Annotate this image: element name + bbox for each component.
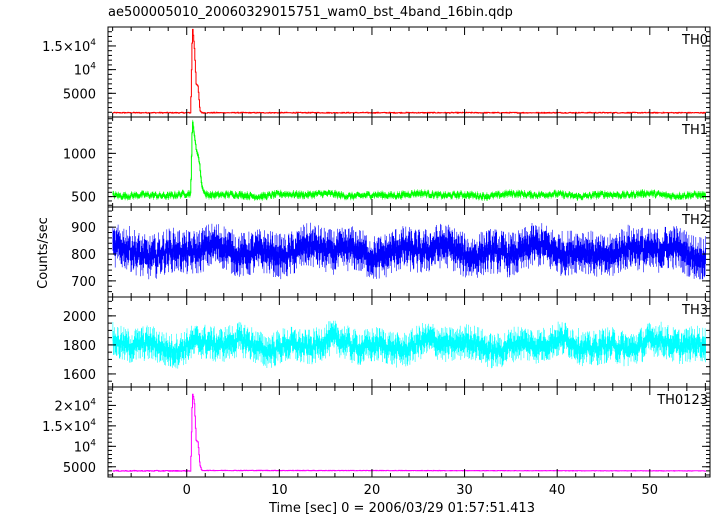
x-tick-label: 40 — [549, 483, 566, 498]
panel-frame-th0123 — [107, 386, 711, 478]
y-tick-label-th0: 104 — [74, 62, 97, 79]
y-tick-label-th0: 5000 — [63, 87, 96, 102]
x-tick-label: 50 — [642, 483, 659, 498]
x-axis-label: Time [sec] 0 = 2006/03/29 01:57:51.413 — [268, 501, 535, 516]
x-tick-label: 10 — [271, 483, 288, 498]
y-tick-label-th0123: 2×104 — [55, 397, 97, 414]
x-tick-label: 0 — [183, 483, 191, 498]
panel-frame-th0 — [107, 26, 711, 118]
series-line-th0123 — [112, 393, 706, 472]
series-line-th0 — [112, 28, 706, 114]
chart-title: ae500005010_20060329015751_wam0_bst_4ban… — [108, 5, 513, 20]
y-tick-label-th1: 1000 — [63, 147, 96, 162]
y-tick-label-th2: 800 — [71, 248, 96, 263]
y-tick-label-th2: 700 — [71, 275, 96, 290]
panel-label-th0: TH0 — [681, 33, 708, 48]
y-tick-label-th3: 1600 — [63, 368, 96, 383]
panel-label-th1: TH1 — [681, 123, 708, 138]
y-tick-label-th2: 900 — [71, 221, 96, 236]
y-tick-label-th0123: 1.5×104 — [42, 418, 96, 435]
y-tick-label-th1: 500 — [71, 191, 96, 206]
x-tick-label: 20 — [364, 483, 381, 498]
series-line-th1 — [112, 121, 706, 200]
y-tick-label-th0123: 5000 — [63, 461, 96, 476]
y-tick-label-th0: 1.5×104 — [42, 38, 96, 55]
series-line-th3 — [112, 329, 706, 360]
x-tick-label: 30 — [456, 483, 473, 498]
y-tick-label-th3: 2000 — [63, 310, 96, 325]
series-line-th2 — [112, 234, 706, 268]
panel-label-th0123: TH0123 — [656, 393, 708, 408]
y-axis-label: Counts/sec — [36, 217, 51, 289]
panel-label-th2: TH2 — [681, 213, 708, 228]
errorbars-th1 — [112, 119, 706, 201]
y-tick-label-th0123: 104 — [74, 438, 97, 455]
panel-label-th3: TH3 — [681, 303, 708, 318]
errorbars-th2 — [112, 222, 706, 280]
y-tick-label-th3: 1800 — [63, 339, 96, 354]
